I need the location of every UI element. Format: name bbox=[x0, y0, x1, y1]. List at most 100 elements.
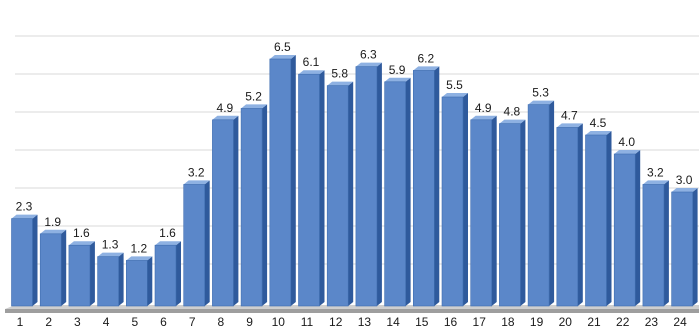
x-tick-label: 20 bbox=[559, 315, 573, 329]
bar-front bbox=[671, 191, 693, 307]
bar bbox=[384, 77, 411, 307]
bar-top bbox=[241, 104, 268, 109]
x-tick-label: 2 bbox=[45, 315, 52, 329]
data-label: 4.5 bbox=[590, 116, 607, 130]
bar-side bbox=[319, 70, 325, 306]
data-label: 4.0 bbox=[618, 135, 635, 149]
bar-front bbox=[384, 81, 406, 307]
bar bbox=[212, 115, 239, 307]
bar-front bbox=[39, 233, 62, 307]
x-tick-label: 16 bbox=[444, 315, 458, 329]
x-axis-tick-labels: 1 2 3 4 5 6 7 8 9 10 11 12 13 14 15 16 17 18 19 20 21 22 23 24 bbox=[17, 315, 687, 329]
bar-side bbox=[348, 81, 354, 306]
bar-top bbox=[212, 115, 239, 120]
bar-top bbox=[556, 123, 583, 128]
x-tick-label: 19 bbox=[530, 315, 544, 329]
bar-front bbox=[68, 244, 91, 307]
bar-front bbox=[556, 127, 579, 307]
bar-top bbox=[11, 214, 38, 219]
bar-side bbox=[405, 77, 411, 306]
bar-front bbox=[355, 66, 378, 307]
x-tick-label: 14 bbox=[386, 315, 400, 329]
x-tick-label: 4 bbox=[103, 315, 110, 329]
bar-front bbox=[240, 108, 263, 307]
bar bbox=[585, 131, 612, 307]
bar-front bbox=[642, 184, 665, 307]
bar bbox=[613, 150, 641, 307]
bar-side bbox=[463, 93, 468, 306]
bar-front bbox=[441, 96, 464, 307]
data-label: 4.8 bbox=[504, 105, 521, 119]
bar-front bbox=[11, 218, 33, 307]
x-tick-label: 24 bbox=[673, 315, 687, 329]
bar bbox=[298, 70, 325, 307]
bar-front bbox=[527, 104, 550, 307]
bar-side bbox=[89, 241, 95, 306]
x-tick-label: 17 bbox=[473, 315, 487, 329]
data-label: 3.0 bbox=[676, 173, 693, 187]
bar-side bbox=[491, 115, 497, 306]
bar-front bbox=[613, 153, 636, 307]
bar bbox=[556, 123, 583, 307]
bar bbox=[499, 119, 526, 307]
chart-floor bbox=[5, 305, 699, 313]
x-tick-label: 21 bbox=[587, 315, 601, 329]
bar-top bbox=[499, 119, 526, 124]
x-tick-label: 5 bbox=[131, 315, 138, 329]
bar-side bbox=[434, 66, 440, 307]
bar-side bbox=[635, 150, 641, 306]
bar-front bbox=[470, 119, 493, 307]
x-tick-label: 22 bbox=[616, 315, 630, 329]
bar-side bbox=[147, 256, 153, 306]
data-label: 6.3 bbox=[360, 48, 377, 62]
bar bbox=[154, 241, 181, 307]
x-tick-label: 18 bbox=[501, 315, 515, 329]
data-label: 4.9 bbox=[217, 101, 234, 115]
bar bbox=[470, 115, 497, 307]
bar-top bbox=[327, 81, 354, 86]
x-tick-label: 13 bbox=[358, 315, 372, 329]
bar bbox=[11, 214, 38, 307]
bar bbox=[39, 229, 67, 307]
bar-side bbox=[176, 241, 181, 306]
bar-top bbox=[269, 55, 296, 59]
x-tick-label: 15 bbox=[415, 315, 429, 329]
bar-front bbox=[298, 73, 320, 307]
data-label: 3.2 bbox=[188, 165, 205, 179]
bar bbox=[183, 180, 210, 307]
bar-side bbox=[204, 180, 210, 306]
x-tick-label: 6 bbox=[160, 315, 167, 329]
bar-side bbox=[290, 55, 296, 306]
bar-top bbox=[68, 241, 95, 246]
bar-side bbox=[549, 100, 555, 306]
bar-front bbox=[412, 70, 435, 307]
data-label: 1.6 bbox=[159, 226, 176, 240]
bar-front bbox=[154, 244, 177, 307]
data-label: 1.3 bbox=[102, 238, 119, 252]
bars bbox=[11, 55, 698, 307]
x-tick-label: 12 bbox=[329, 315, 343, 329]
bar-front bbox=[183, 184, 205, 307]
bar-top bbox=[528, 100, 555, 105]
bar-side bbox=[376, 62, 382, 306]
bar-top bbox=[298, 70, 325, 75]
bar-top bbox=[442, 93, 468, 97]
bar-top bbox=[585, 131, 612, 135]
bar-top bbox=[355, 62, 382, 67]
bar bbox=[240, 104, 268, 307]
bar-top bbox=[126, 256, 153, 261]
x-tick-label: 9 bbox=[246, 315, 253, 329]
bar-side bbox=[692, 188, 698, 306]
bar-side bbox=[233, 115, 239, 306]
data-label: 6.1 bbox=[303, 55, 320, 69]
bar-front bbox=[499, 123, 521, 307]
data-label: 5.9 bbox=[389, 63, 406, 77]
bar bbox=[355, 62, 382, 307]
bar bbox=[126, 256, 153, 307]
bar-side bbox=[663, 180, 669, 306]
data-label: 1.9 bbox=[44, 215, 61, 229]
bar-top bbox=[671, 188, 698, 192]
floor-front bbox=[5, 309, 699, 313]
